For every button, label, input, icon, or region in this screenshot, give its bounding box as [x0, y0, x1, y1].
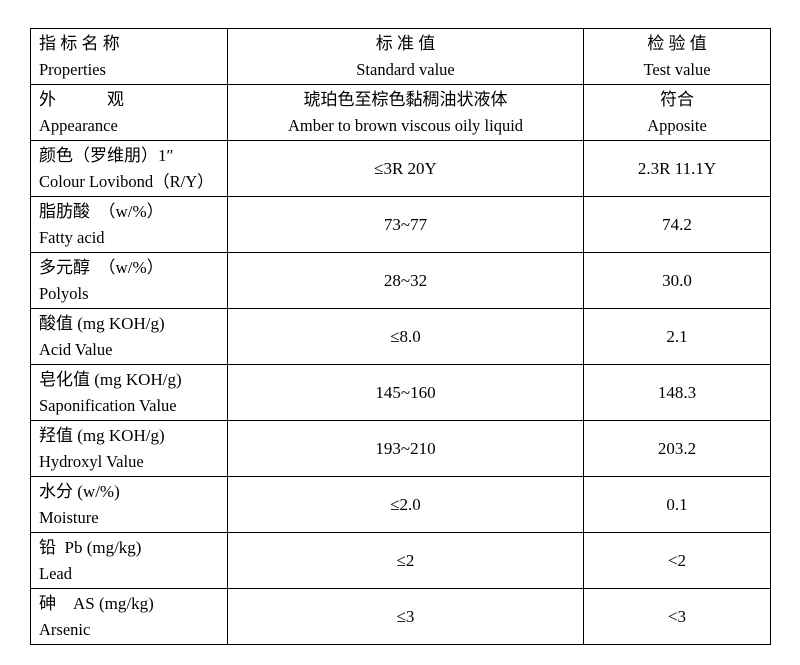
property-text-zh: 皂化值 (mg KOH/g): [39, 369, 182, 389]
table-row: 脂肪酸 （w/%） Fatty acid 73~77 74.2: [30, 196, 771, 253]
property-cell: 脂肪酸 （w/%） Fatty acid: [30, 196, 228, 253]
property-text-zh: 脂肪酸 （w/%）: [39, 201, 164, 221]
table-row: 羟值 (mg KOH/g) Hydroxyl Value 193~210 203.2: [30, 420, 771, 477]
test-text-en: Test value: [643, 59, 711, 79]
table-header: 指 标 名 称 Properties 标 准 值 Standard value 检 验 …: [30, 28, 771, 85]
property-text-en: Polyols: [39, 283, 89, 303]
standard-text-zh: ≤3R 20Y: [374, 158, 437, 178]
test-text-zh: <3: [667, 606, 687, 626]
test-text-zh: 检 验 值: [647, 33, 707, 53]
test-cell: 0.1: [583, 476, 771, 533]
property-text-en: Moisture: [39, 507, 99, 527]
standard-text-zh: 73~77: [383, 214, 428, 234]
table-row: 外 观 Appearance 琥珀色至棕色黏稠油状液体 Amber to brown …: [30, 84, 771, 141]
property-cell: 水分 (w/%) Moisture: [30, 476, 228, 533]
standard-cell: ≤3R 20Y: [227, 140, 584, 197]
test-cell: 2.3R 11.1Y: [583, 140, 771, 197]
property-text-en: Fatty acid: [39, 227, 105, 247]
property-cell: 铅 Pb (mg/kg) Lead: [30, 532, 228, 589]
property-text-en: Lead: [39, 563, 72, 583]
property-text-zh: 羟值 (mg KOH/g): [39, 425, 165, 445]
standard-text-zh: ≤8.0: [390, 326, 421, 346]
table-row: 颜色（罗维朋）1″ Colour Lovibond（R/Y） ≤3R 20Y 2.3R…: [30, 140, 771, 197]
test-cell: 30.0: [583, 252, 771, 309]
test-text-zh: 符合: [660, 89, 694, 109]
standard-text-zh: 琥珀色至棕色黏稠油状液体: [303, 89, 508, 109]
standard-text-zh: 193~210: [375, 438, 436, 458]
test-cell: 符合 Apposite: [583, 84, 771, 141]
property-cell: 颜色（罗维朋）1″ Colour Lovibond（R/Y）: [30, 140, 228, 197]
standard-text-zh: ≤2.0: [390, 494, 421, 514]
test-text-zh: 2.1: [666, 326, 688, 346]
test-text-zh: 74.2: [662, 214, 692, 234]
property-text-en: Saponification Value: [39, 395, 177, 415]
property-text-zh: 水分 (w/%): [39, 481, 120, 501]
test-text-zh: 2.3R 11.1Y: [637, 158, 717, 178]
standard-cell: ≤2.0: [227, 476, 584, 533]
table-row: 皂化值 (mg KOH/g) Saponification Value 145~16…: [30, 364, 771, 421]
property-text-zh: 颜色（罗维朋）1″: [39, 145, 174, 165]
test-cell: <3: [583, 588, 771, 645]
property-text-en: Properties: [39, 59, 106, 79]
test-cell: 203.2: [583, 420, 771, 477]
property-text-zh: 外 观: [39, 89, 124, 109]
property-cell: 酸值 (mg KOH/g) Acid Value: [30, 308, 228, 365]
header-cell-standard: 标 准 值 Standard value: [227, 28, 584, 85]
property-cell: 外 观 Appearance: [30, 84, 228, 141]
test-text-zh: 148.3: [657, 382, 697, 402]
property-text-en: Arsenic: [39, 619, 91, 639]
property-text-zh: 指 标 名 称: [39, 33, 120, 53]
standard-text-zh: 标 准 值: [375, 33, 436, 53]
test-text-zh: <2: [667, 550, 687, 570]
table-row: 砷 AS (mg/kg) Arsenic ≤3 <3: [30, 588, 771, 645]
table-row: 铅 Pb (mg/kg) Lead ≤2 <2: [30, 532, 771, 589]
standard-cell: 琥珀色至棕色黏稠油状液体 Amber to brown viscous oily …: [227, 84, 584, 141]
property-cell: 羟值 (mg KOH/g) Hydroxyl Value: [30, 420, 228, 477]
property-text-en: Appearance: [39, 115, 118, 135]
property-cell: 砷 AS (mg/kg) Arsenic: [30, 588, 228, 645]
table-body: 外 观 Appearance 琥珀色至棕色黏稠油状液体 Amber to brown …: [30, 84, 771, 645]
standard-cell: 193~210: [227, 420, 584, 477]
table-row: 酸值 (mg KOH/g) Acid Value ≤8.0 2.1: [30, 308, 771, 365]
test-cell: 2.1: [583, 308, 771, 365]
test-cell: 148.3: [583, 364, 771, 421]
header-row: 指 标 名 称 Properties 标 准 值 Standard value 检 验 …: [30, 28, 771, 85]
test-text-zh: 0.1: [666, 494, 688, 514]
property-text-en: Acid Value: [39, 339, 113, 359]
standard-text-en: Amber to brown viscous oily liquid: [287, 115, 524, 135]
property-text-en: Colour Lovibond（R/Y）: [39, 171, 214, 191]
property-text-zh: 多元醇 （w/%）: [39, 257, 164, 277]
property-text-zh: 砷 AS (mg/kg): [39, 593, 154, 613]
standard-text-zh: ≤3: [396, 606, 415, 626]
test-cell: <2: [583, 532, 771, 589]
standard-cell: 28~32: [227, 252, 584, 309]
property-text-zh: 铅 Pb (mg/kg): [39, 537, 142, 557]
test-text-en: Apposite: [647, 115, 707, 135]
property-text-en: Hydroxyl Value: [39, 451, 144, 471]
standard-cell: 145~160: [227, 364, 584, 421]
standard-cell: ≤3: [227, 588, 584, 645]
test-text-zh: 203.2: [657, 438, 697, 458]
header-cell-property: 指 标 名 称 Properties: [30, 28, 228, 85]
table-row: 多元醇 （w/%） Polyols 28~32 30.0: [30, 252, 771, 309]
header-cell-test: 检 验 值 Test value: [583, 28, 771, 85]
standard-text-zh: 28~32: [383, 270, 428, 290]
standard-cell: 73~77: [227, 196, 584, 253]
property-cell: 皂化值 (mg KOH/g) Saponification Value: [30, 364, 228, 421]
test-text-zh: 30.0: [662, 270, 692, 290]
standard-text-zh: ≤2: [396, 550, 415, 570]
standard-cell: ≤8.0: [227, 308, 584, 365]
table-row: 水分 (w/%) Moisture ≤2.0 0.1: [30, 476, 771, 533]
standard-cell: ≤2: [227, 532, 584, 589]
standard-text-zh: 145~160: [375, 382, 436, 402]
property-text-zh: 酸值 (mg KOH/g): [39, 313, 165, 333]
test-cell: 74.2: [583, 196, 771, 253]
standard-text-en: Standard value: [356, 59, 455, 79]
property-cell: 多元醇 （w/%） Polyols: [30, 252, 228, 309]
spec-table: 指 标 名 称 Properties 标 准 值 Standard value 检 验 …: [30, 28, 771, 645]
